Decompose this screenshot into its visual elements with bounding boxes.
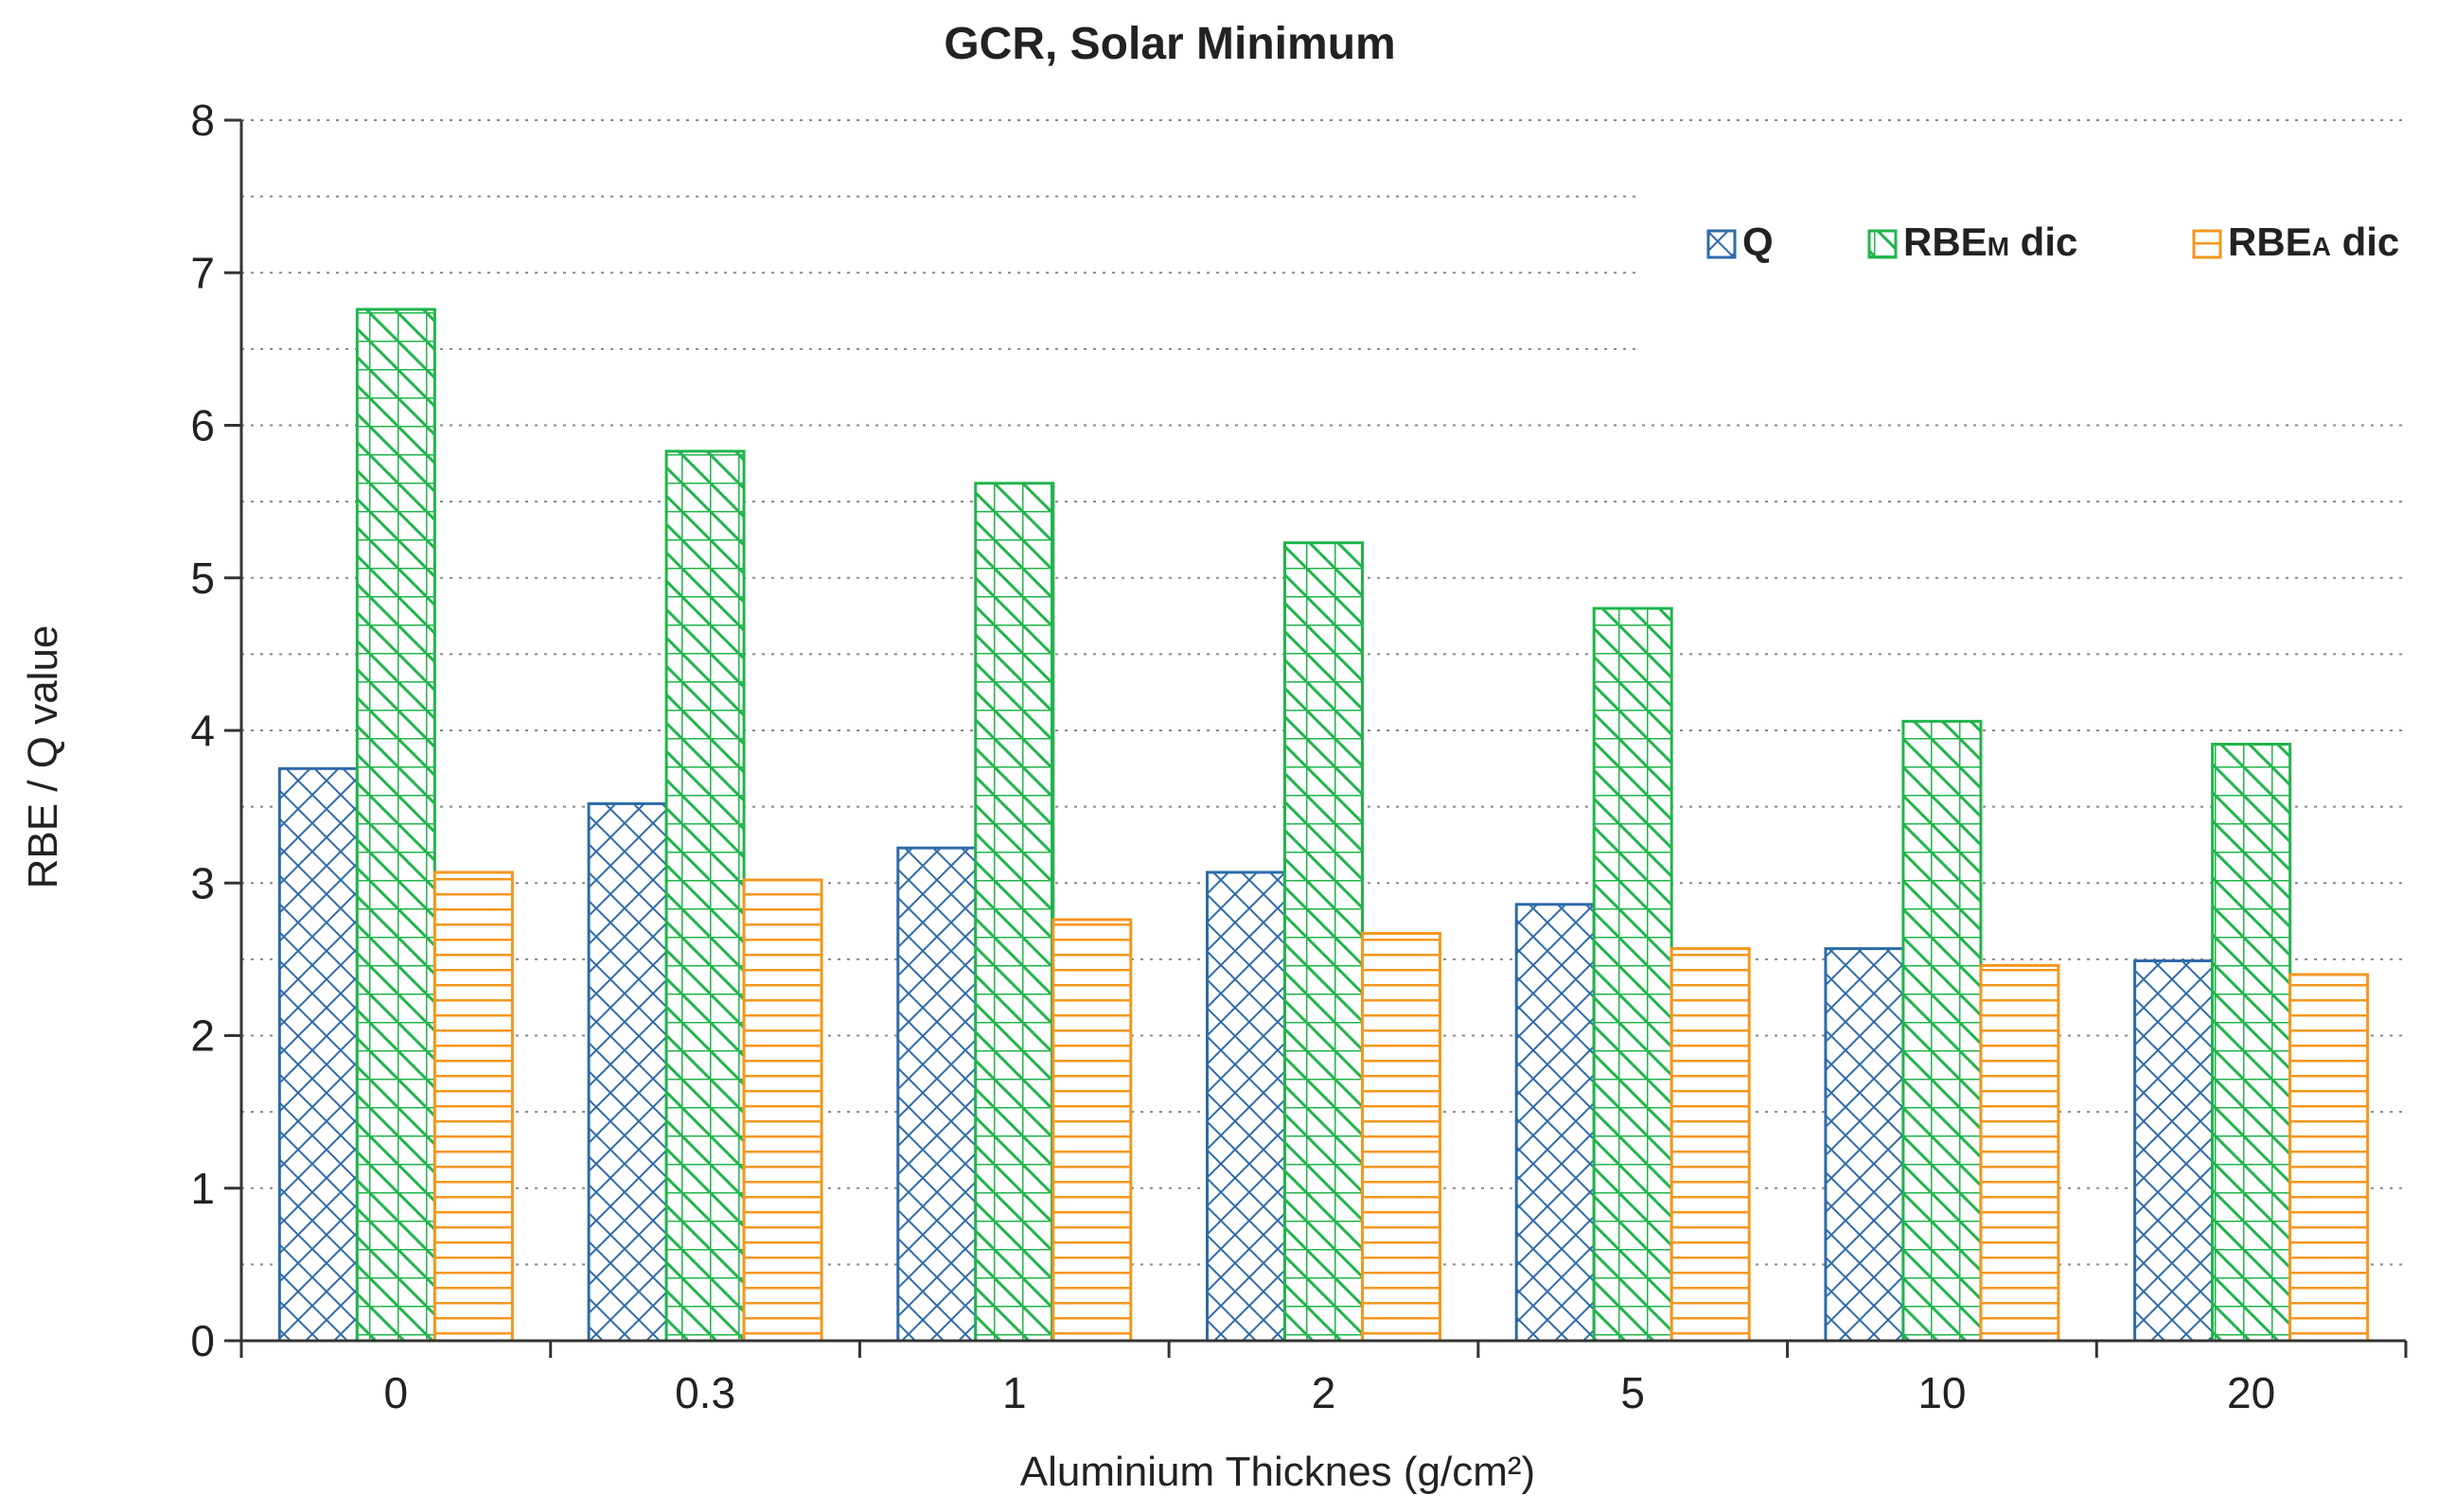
bar-q-2: [1206, 870, 1286, 1343]
y-tick-label: 4: [190, 706, 215, 755]
legend-label-2: RBEA dic: [2228, 220, 2399, 264]
bar-q-0: [277, 766, 359, 1343]
bar-rbea-dic-20: [2288, 973, 2370, 1343]
legend-label-1: RBEM dic: [1903, 220, 2077, 264]
legend-background: [1637, 194, 2438, 360]
bar-rbem-dic-20: [2211, 743, 2292, 1343]
bar-q-1: [896, 846, 978, 1343]
x-tick-labels: 0 0.3 1 2 5 10 20: [384, 1368, 2276, 1417]
legend-swatch-2: [2192, 229, 2222, 259]
bar-q-20: [2133, 958, 2215, 1343]
x-tick-label: 20: [2227, 1368, 2275, 1417]
bar-rbea-dic-1: [1051, 918, 1133, 1343]
bar-q-5: [1514, 903, 1596, 1343]
x-tick-label: 1: [1002, 1368, 1027, 1417]
x-tick-label: 5: [1620, 1368, 1645, 1417]
bar-rbea-dic-2: [1361, 931, 1441, 1343]
legend: Q RBEM dic RBEA dic: [1637, 194, 2438, 360]
legend-swatch-0: [1706, 229, 1737, 259]
y-tick-label: 8: [190, 96, 215, 145]
y-tick-label: 0: [190, 1316, 215, 1365]
x-axis-title: Aluminium Thicknes (g/cm²): [1020, 1449, 1535, 1495]
bar-q-0.3: [587, 801, 668, 1343]
bar-rbem-dic-10: [1901, 719, 1983, 1343]
bar-rbem-dic-1: [974, 482, 1055, 1343]
y-tick-label: 5: [190, 554, 215, 603]
y-tick-label: 3: [190, 858, 215, 907]
bar-q-10: [1824, 947, 1905, 1343]
x-tick-label: 2: [1312, 1368, 1336, 1417]
y-tick-label: 2: [190, 1011, 215, 1061]
y-tick-label: 6: [190, 401, 215, 450]
y-tick-label: 1: [190, 1164, 215, 1213]
bar-rbea-dic-10: [1979, 963, 2060, 1343]
bar-rbem-dic-5: [1592, 607, 1673, 1343]
x-tick-label: 10: [1917, 1368, 1966, 1417]
bar-rbem-dic-2: [1283, 541, 1364, 1343]
axes: [224, 118, 2408, 1358]
y-tick-labels: 0 1 2 3 4 5 6 7 8: [190, 96, 215, 1365]
bar-rbea-dic-5: [1670, 947, 1751, 1343]
y-axis-title: RBE / Q value: [20, 625, 66, 889]
bar-rbea-dic-0.3: [742, 878, 823, 1343]
bar-rbem-dic-0.3: [664, 449, 746, 1343]
legend-swatch-1: [1867, 229, 1898, 259]
bar-rbea-dic-0: [433, 870, 514, 1343]
bars: [277, 308, 2370, 1343]
chart-title: GCR, Solar Minimum: [944, 19, 1395, 69]
legend-label-0: Q: [1742, 220, 1774, 264]
x-tick-label: 0.3: [675, 1368, 735, 1417]
x-tick-label: 0: [384, 1368, 409, 1417]
y-tick-label: 7: [190, 248, 215, 297]
bar-rbem-dic-0: [355, 308, 436, 1343]
